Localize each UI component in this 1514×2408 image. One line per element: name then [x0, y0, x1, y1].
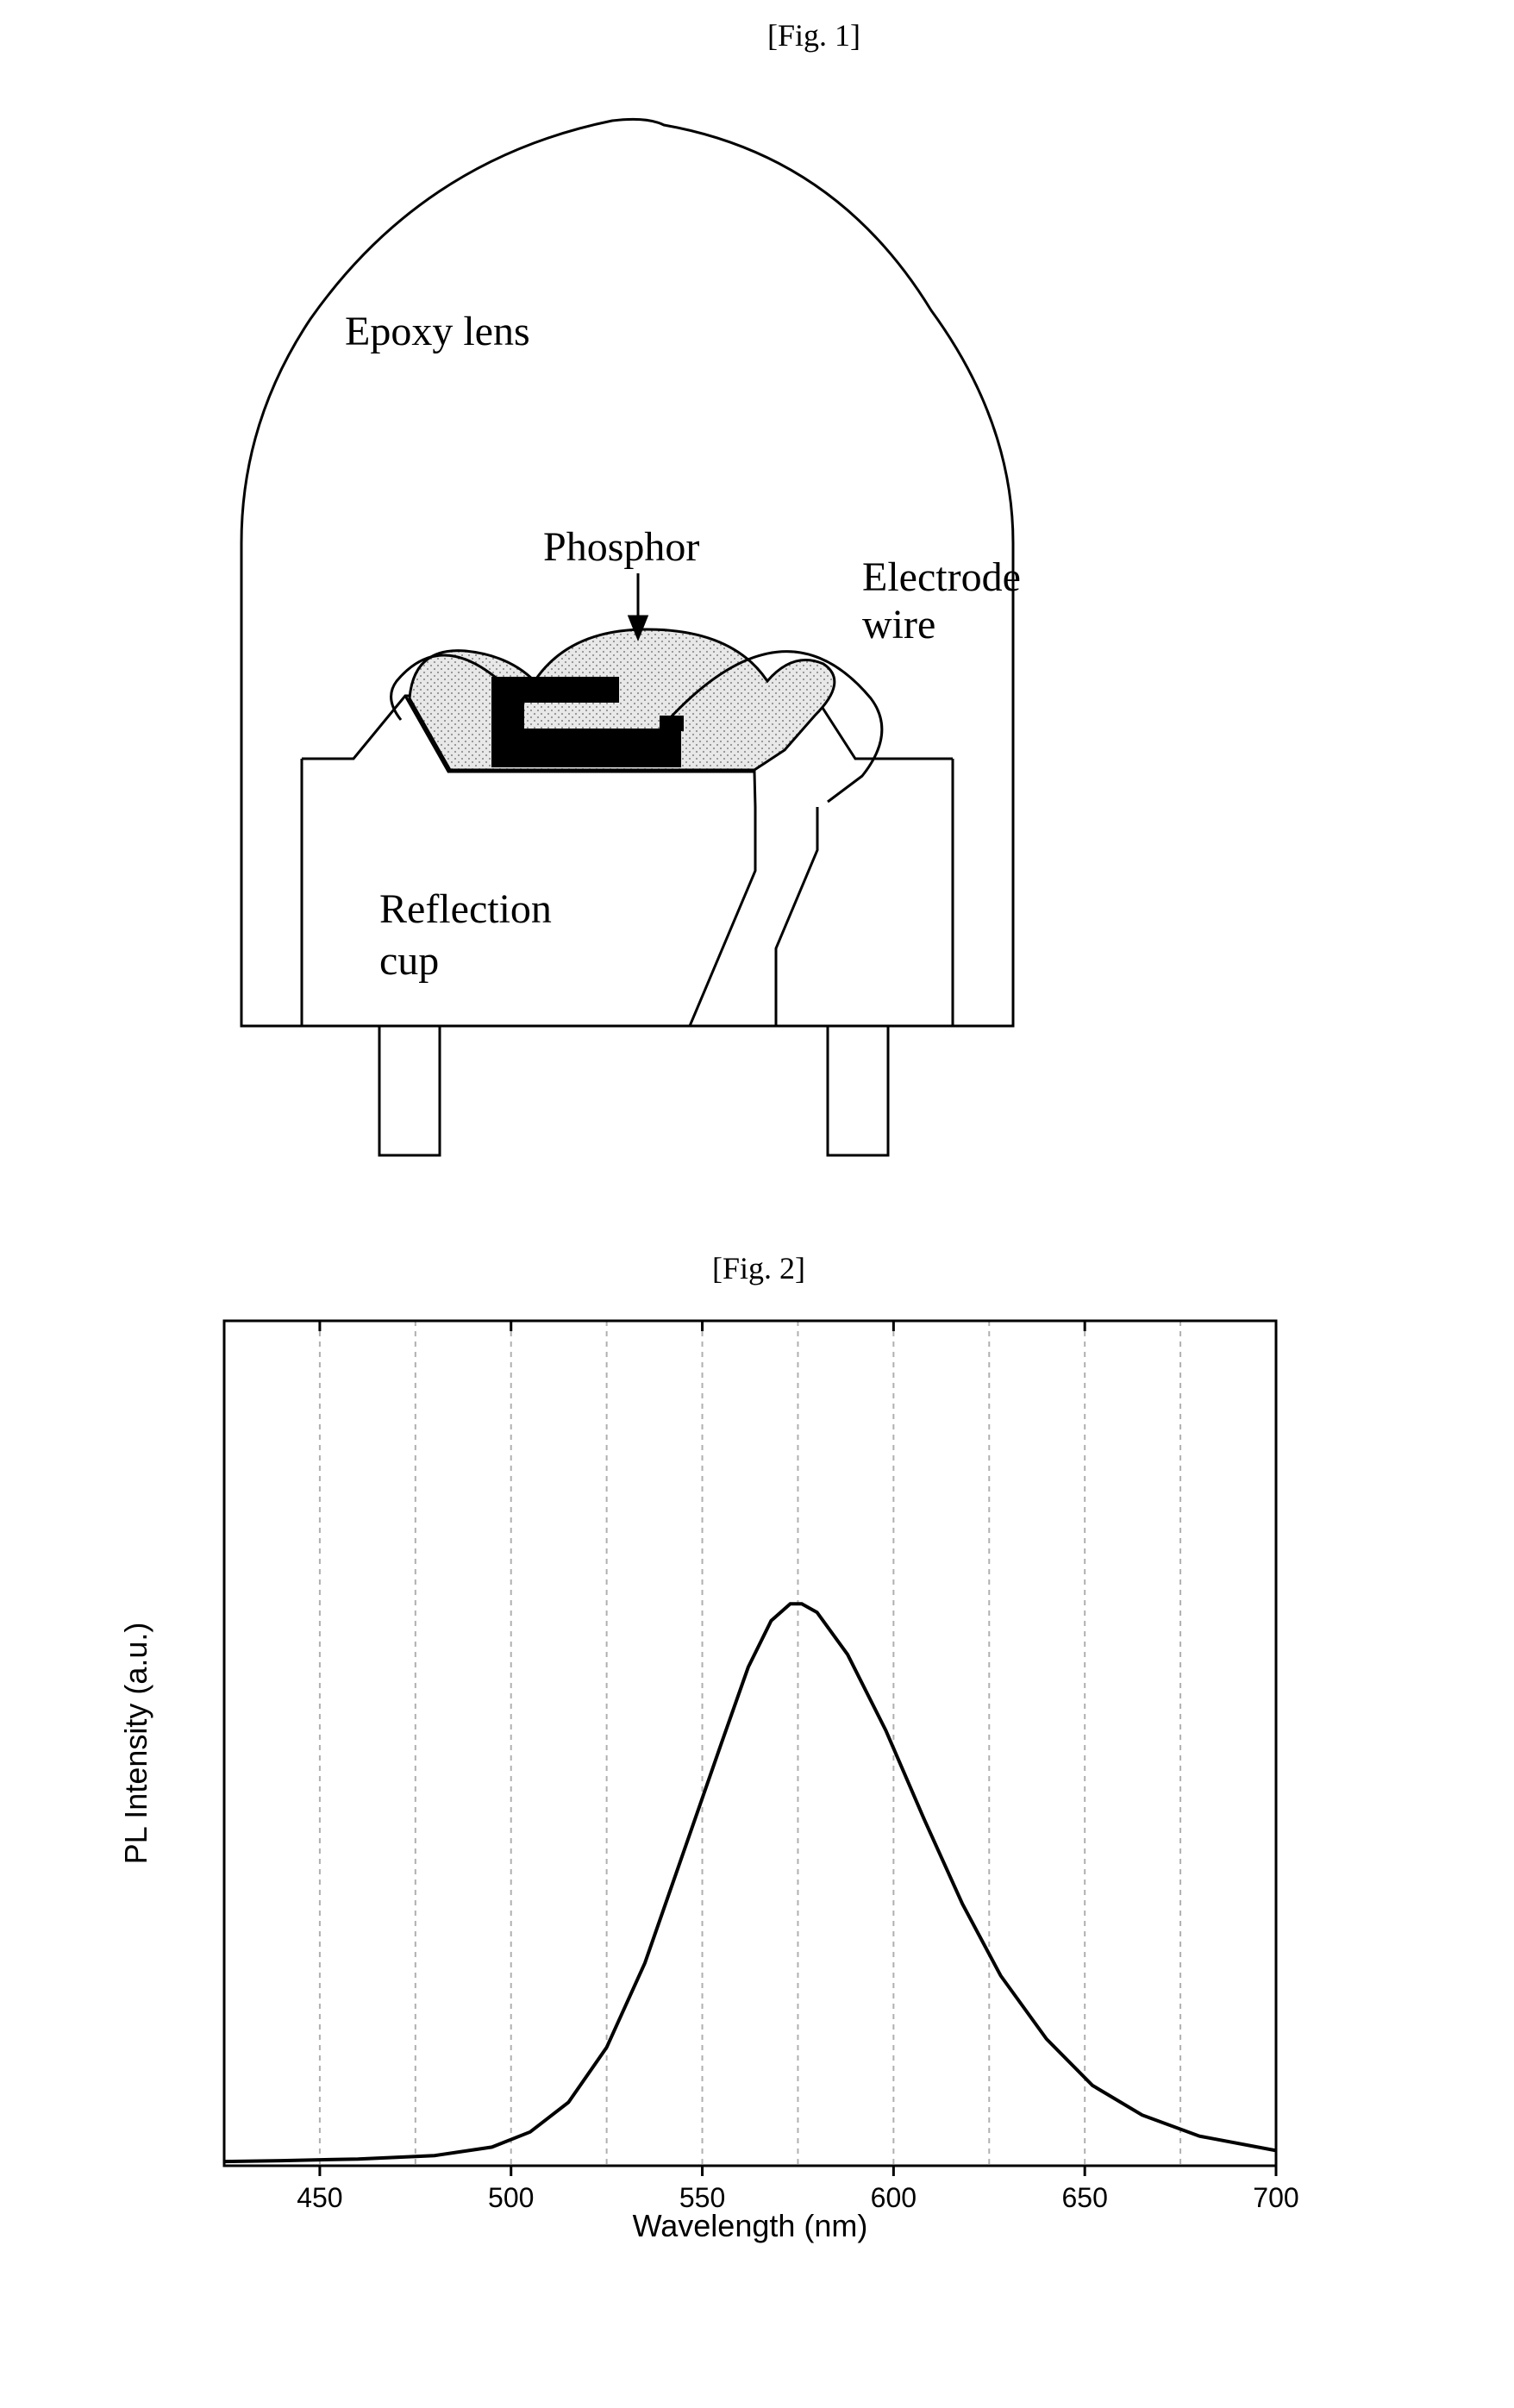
- x-tick-label: 700: [1253, 2182, 1298, 2213]
- electrode-wire-text-1: Electrode: [862, 554, 1021, 600]
- reflection-cup-text-2: cup: [379, 938, 439, 984]
- x-tick-label: 450: [297, 2182, 342, 2213]
- epoxy-lens-text: Epoxy lens: [345, 309, 530, 354]
- x-tick-label: 500: [488, 2182, 534, 2213]
- plot-frame: [224, 1321, 1276, 2166]
- figure-2: [Fig. 2] 450500550600650700Wavelength (n…: [112, 1250, 1405, 2252]
- y-axis-label: PL Intensity (a.u.): [118, 1623, 153, 1865]
- spectrum-line: [224, 1604, 1276, 2161]
- reflection-cup-text-1: Reflection: [379, 886, 552, 932]
- electrode-wire-text-2: wire: [862, 602, 935, 647]
- x-tick-label: 650: [1061, 2182, 1107, 2213]
- phosphor-text: Phosphor: [543, 524, 699, 570]
- x-axis-label: Wavelength (nm): [633, 2208, 868, 2243]
- x-tick-label: 600: [871, 2182, 917, 2213]
- fig2-label: [Fig. 2]: [112, 1250, 1405, 1286]
- fig1-label: [Fig. 1]: [767, 17, 860, 53]
- led-diagram: Epoxy lens: [181, 78, 1129, 1242]
- pl-spectrum-chart: 450500550600650700Wavelength (nm)PL Inte…: [112, 1304, 1302, 2252]
